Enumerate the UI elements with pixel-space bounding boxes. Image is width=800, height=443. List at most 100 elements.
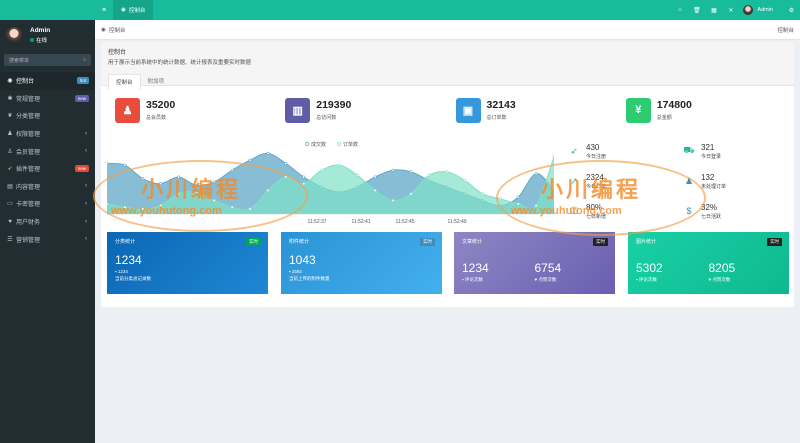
logo[interactable] bbox=[0, 0, 95, 20]
breadcrumb-current[interactable]: 控制台 bbox=[108, 27, 126, 34]
card-left-label: ▪ 评论次数 bbox=[462, 277, 535, 283]
search-icon[interactable]: ⌕ bbox=[83, 57, 86, 63]
sidebar-item[interactable]: ♥ 用户财务 ‹ bbox=[0, 213, 95, 231]
line-chart-icon: ↗ bbox=[570, 175, 578, 186]
comment-icon: ▪ bbox=[462, 277, 465, 282]
side-stat-value: 132 bbox=[701, 172, 715, 182]
navbar-admin-name[interactable]: Admin bbox=[757, 7, 773, 13]
user-status: 在线 bbox=[30, 36, 50, 44]
data-point bbox=[516, 195, 520, 199]
panel-title: 控制台 bbox=[108, 50, 127, 56]
side-stat-value: 32% bbox=[701, 202, 718, 212]
series-area-1 bbox=[107, 156, 554, 214]
data-point bbox=[302, 175, 306, 179]
chevron-left-icon: ‹ bbox=[85, 148, 87, 155]
sidebar-item[interactable]: ♟ 权限管理 ‹ bbox=[0, 125, 95, 143]
sidebar-item[interactable]: ❦ 分类管理 bbox=[0, 107, 95, 125]
side-stat: ➶ 430 今日注册 bbox=[567, 140, 677, 162]
stat-box: ♟ 35200 总会员数 bbox=[107, 92, 277, 128]
dashboard-icon: ◉ bbox=[121, 7, 126, 13]
realtime-badge: 实时 bbox=[246, 238, 261, 246]
avatar[interactable] bbox=[6, 27, 22, 43]
card-left-label-text: 评论次数 bbox=[464, 277, 483, 282]
card-left-value: 1234 bbox=[462, 261, 489, 275]
sidebar-item-label: 常规管理 bbox=[16, 96, 41, 103]
data-point bbox=[391, 168, 395, 172]
language-icon[interactable]: ▦ bbox=[711, 7, 717, 14]
tab-dashboard-panel[interactable]: 控制台 bbox=[108, 74, 141, 90]
tab-dashboard-label: 控制台 bbox=[128, 8, 146, 14]
dollar-icon: $ bbox=[686, 206, 692, 216]
data-point bbox=[141, 177, 145, 181]
data-point bbox=[337, 163, 341, 167]
data-point bbox=[445, 170, 449, 174]
data-point bbox=[373, 175, 377, 179]
stat-label: 总金额 bbox=[656, 115, 672, 121]
breadcrumb: ◉ 控制台 控制台 bbox=[95, 20, 800, 40]
rocket-icon: ➶ bbox=[570, 145, 578, 156]
card-right-label: ♥ 点赞次数 bbox=[709, 277, 782, 283]
sidebar-item-label: 插件管理 bbox=[16, 167, 41, 174]
chevron-left-icon: ‹ bbox=[85, 130, 87, 137]
data-point bbox=[498, 197, 502, 201]
panel-description: 用于展示当前系统中的统计数据、统计报表及重要实时数据 bbox=[108, 60, 252, 66]
book-icon: ▥ bbox=[285, 97, 311, 123]
sidebar-item[interactable]: ▤ 内容管理 ‹ bbox=[0, 178, 95, 196]
sidebar-item[interactable]: ♙ 会员管理 ‹ bbox=[0, 142, 95, 160]
card-sub-number: 2592 bbox=[291, 269, 302, 274]
stat-label: 总订单数 bbox=[486, 115, 507, 121]
menu-badge: new bbox=[74, 165, 89, 173]
card-sub-label: 当前分类总记录数 bbox=[115, 276, 151, 281]
sidebar-item[interactable]: ▭ 卡密管理 ‹ bbox=[0, 195, 95, 213]
side-stat-label: 今日订单 bbox=[586, 183, 607, 190]
chevron-left-icon: ‹ bbox=[85, 218, 87, 225]
data-point bbox=[123, 163, 127, 167]
tab-dashboard[interactable]: ◉ 控制台 bbox=[113, 0, 154, 20]
menu-search-input[interactable]: 搜索菜单 ⌕ bbox=[4, 54, 91, 66]
home-icon[interactable]: ⌂ bbox=[678, 7, 682, 13]
sidebar-item-label: 内容管理 bbox=[16, 184, 41, 191]
legend-label: 订单数 bbox=[343, 141, 358, 148]
sidebar-item[interactable]: ☰ 营销管理 ‹ bbox=[0, 230, 95, 248]
side-stat-label: 未处理订单 bbox=[701, 183, 727, 190]
data-point bbox=[141, 207, 145, 211]
users-icon: ♙ bbox=[7, 148, 13, 155]
tab-extra[interactable]: 附加项 bbox=[147, 79, 165, 85]
sidebar-toggle-icon[interactable]: ≡ bbox=[101, 6, 107, 14]
side-stat-value: 321 bbox=[701, 142, 715, 152]
navbar-avatar[interactable] bbox=[743, 5, 754, 15]
sidebar-item[interactable]: ✱ 常规管理 new bbox=[0, 90, 95, 108]
legend-marker bbox=[337, 142, 341, 146]
trash-icon[interactable]: 🗑 bbox=[693, 7, 701, 14]
x-tick-label: 11:52:49 bbox=[447, 219, 466, 225]
data-point bbox=[266, 188, 270, 192]
shopping-bag-icon: ▣ bbox=[455, 97, 481, 123]
stat-cards: 分类统计 实时 1234 ▪ 1234 当前分类总记录数 附件统计 实时 1043 ▪ 2592… bbox=[107, 232, 789, 294]
card-right-label-text: 点赞次数 bbox=[712, 277, 731, 282]
sidebar-item[interactable]: ◉ 控制台 hot bbox=[0, 72, 95, 90]
card-left-value: 5302 bbox=[636, 261, 663, 275]
yen-icon: ¥ bbox=[625, 97, 651, 123]
data-point bbox=[409, 192, 413, 196]
breadcrumb-right[interactable]: 控制台 bbox=[777, 27, 794, 34]
online-dot-icon bbox=[30, 37, 34, 42]
chevron-left-icon: ‹ bbox=[85, 183, 87, 190]
menu-badge: hot bbox=[76, 77, 89, 85]
card-title: 分类统计 bbox=[115, 239, 136, 245]
stat-value: 35200 bbox=[146, 99, 176, 111]
comment-icon: ▪ bbox=[289, 269, 292, 274]
settings-gear-icon[interactable]: ⚙ bbox=[788, 7, 795, 14]
side-stat-label: 七日活跃 bbox=[701, 213, 722, 220]
menu-search-placeholder: 搜索菜单 bbox=[9, 57, 30, 64]
sidebar-item[interactable]: ➶ 插件管理 new bbox=[0, 160, 95, 178]
data-point bbox=[107, 161, 109, 165]
fullscreen-icon[interactable]: ✕ bbox=[728, 7, 734, 14]
side-stat-value: 2324 bbox=[586, 172, 604, 182]
stat-value: 219390 bbox=[316, 99, 352, 111]
stat-value: 32143 bbox=[486, 99, 516, 111]
leaf-icon: ❦ bbox=[7, 113, 13, 120]
rocket-icon: ➶ bbox=[7, 166, 13, 173]
users-icon: ♟ bbox=[115, 97, 140, 123]
data-point bbox=[516, 202, 520, 206]
data-point bbox=[552, 155, 554, 159]
